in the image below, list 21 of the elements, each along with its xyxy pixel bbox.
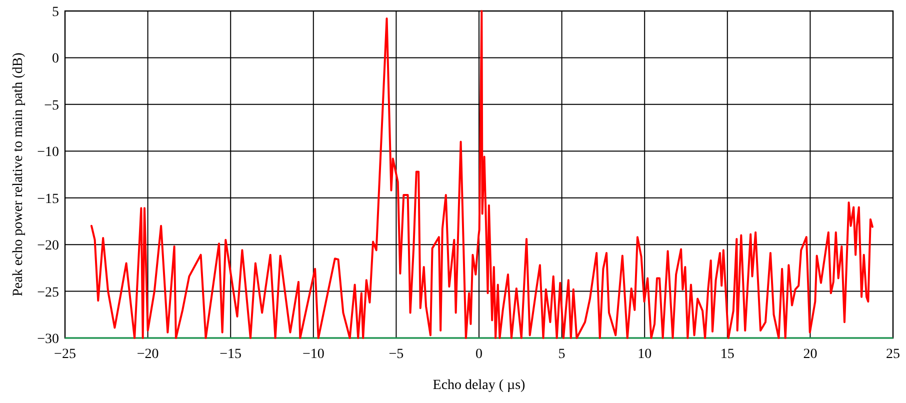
y-axis-title: Peak echo power relative to main path (dB)	[11, 52, 26, 296]
x-tick-label: 25	[886, 347, 900, 362]
x-tick-label: 0	[476, 347, 482, 362]
x-tick-label: 20	[803, 347, 818, 362]
y-tick-label: −15	[37, 192, 59, 207]
x-tick-label: −10	[302, 347, 324, 362]
line-series	[90, 10, 874, 339]
y-tick-label: −30	[37, 332, 59, 347]
x-tick-label: 5	[558, 347, 566, 362]
y-tick-label: 5	[52, 5, 59, 20]
x-tick-label: −20	[136, 347, 159, 362]
y-tick-label: −25	[37, 285, 59, 300]
y-tick-label: −10	[37, 145, 59, 160]
x-tick-label: 15	[720, 347, 734, 362]
y-tick-label: −20	[37, 238, 59, 254]
y-tick-label: −5	[44, 98, 59, 114]
y-tick-label: 0	[52, 52, 59, 67]
x-tick-label: 10	[638, 347, 652, 362]
x-axis-title: Echo delay ( µs)	[432, 378, 526, 393]
x-tick-label: −5	[388, 347, 404, 362]
x-tick-label: −15	[220, 347, 242, 362]
